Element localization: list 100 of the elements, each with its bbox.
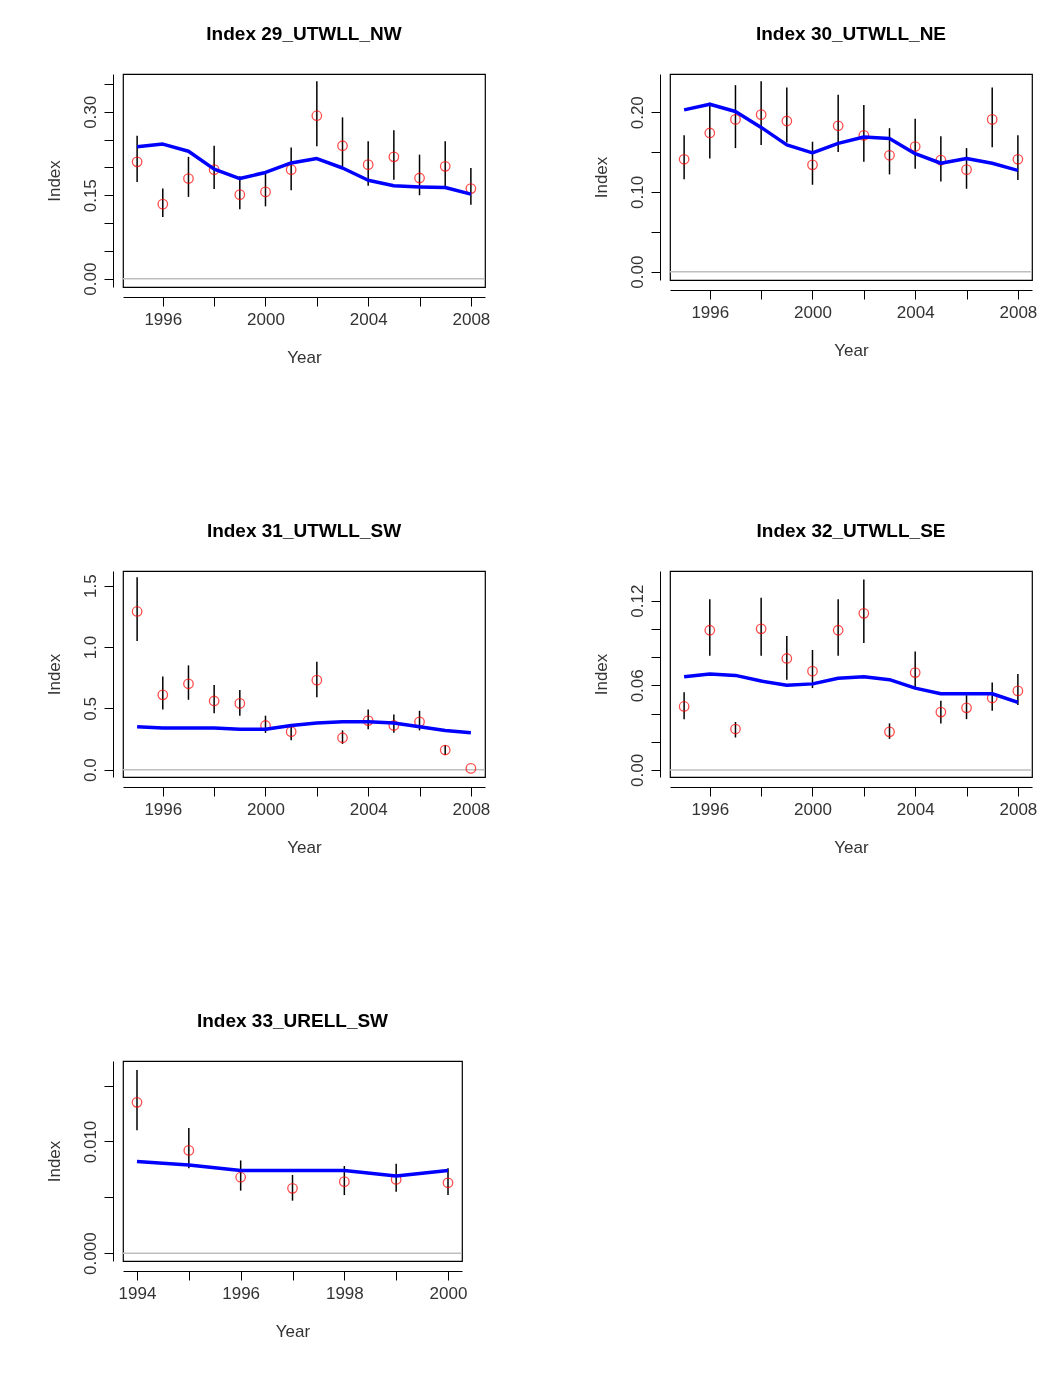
point [832,624,844,636]
point [131,156,143,168]
point [183,678,194,690]
point [285,164,297,176]
point [704,624,716,636]
chart-title: Index 29_UTWLL_NW [206,23,402,44]
x-tick-label: 2000 [247,799,285,819]
point [884,726,895,738]
x-tick-label: 2008 [999,302,1038,322]
x-tick-label: 2000 [794,799,832,819]
line-series [135,1159,450,1178]
x-axis-title: Year [287,837,323,857]
y-axis-title: Index [591,156,611,199]
point [935,706,947,718]
y-axis-title: Index [44,653,64,696]
point [131,1096,143,1108]
y-tick-label: 0.06 [627,669,647,703]
point [157,689,169,701]
x-tick-label: 1996 [691,799,730,819]
point [157,198,169,210]
point [909,667,921,678]
y-axis-title: Index [591,653,611,696]
point [961,702,972,714]
y-tick-label: 0.12 [627,584,647,618]
y-tick-label: 1.0 [80,635,100,660]
point [1012,685,1024,697]
y-tick-label: 1.5 [80,574,100,599]
y-tick-label: 0.0 [80,758,100,782]
point [260,186,271,198]
point [465,763,477,774]
point [442,1177,454,1189]
point [858,607,870,619]
x-axis-title: Year [287,347,323,367]
x-tick-label: 1998 [325,1283,364,1303]
point [678,153,690,165]
point [311,674,323,686]
point [730,114,741,125]
point [986,114,998,125]
x-tick-label: 2008 [452,799,491,819]
y-tick-label: 0.000 [80,1232,100,1275]
chart-title: Index 33_URELL_SW [196,1010,389,1031]
x-tick-label: 1996 [691,302,730,322]
y-tick-label: 0.30 [80,95,100,129]
point [781,653,793,664]
x-tick-label: 1996 [144,309,183,329]
y-tick-label: 0.10 [627,175,647,209]
line-series [682,672,1020,704]
x-axis-title: Year [834,837,870,857]
x-tick-label: 2008 [452,309,491,329]
point [337,140,348,152]
x-tick-label: 1994 [118,1283,157,1303]
point [287,1182,298,1194]
point [909,141,921,152]
point [858,129,870,141]
point [439,744,451,756]
x-tick-label: 2000 [247,309,285,329]
x-tick-label: 2004 [349,799,388,819]
point [678,701,690,712]
point [208,164,220,176]
y-tick-label: 0.00 [627,255,647,289]
x-tick-label: 2000 [794,302,832,322]
point [884,149,895,161]
point [285,726,297,738]
x-tick-label: 2000 [429,1283,468,1303]
point [234,189,246,201]
point [755,109,767,121]
y-axis-title: Index [44,1140,64,1183]
point [337,732,348,744]
chart-title: Index 32_UTWLL_SE [756,520,946,541]
y-tick-label: 0.00 [627,753,647,787]
y-axis-title: Index [44,159,64,202]
point [183,1145,195,1156]
point [183,173,194,184]
line-series [682,102,1020,173]
x-tick-label: 2008 [999,799,1038,819]
point [755,623,767,635]
point [362,159,374,171]
point [131,606,143,617]
point [1012,153,1024,165]
line-series [135,720,473,735]
x-tick-label: 1996 [222,1283,261,1303]
point [362,715,374,726]
point [208,695,220,707]
x-tick-label: 2004 [896,302,935,322]
point [832,120,844,132]
point [338,1176,350,1188]
x-axis-title: Year [834,340,870,360]
x-axis-title: Year [275,1321,311,1341]
point [781,115,793,127]
x-tick-label: 1996 [144,799,183,819]
point [730,723,741,735]
point [235,1171,247,1183]
y-tick-label: 0.15 [80,179,100,213]
y-tick-label: 0.010 [80,1120,100,1164]
point [414,172,425,184]
chart-title: Index 31_UTWLL_SW [206,520,402,541]
y-tick-label: 0.00 [80,262,100,296]
x-tick-label: 2004 [349,309,388,329]
point [388,720,400,731]
y-tick-label: 0.20 [627,96,647,130]
